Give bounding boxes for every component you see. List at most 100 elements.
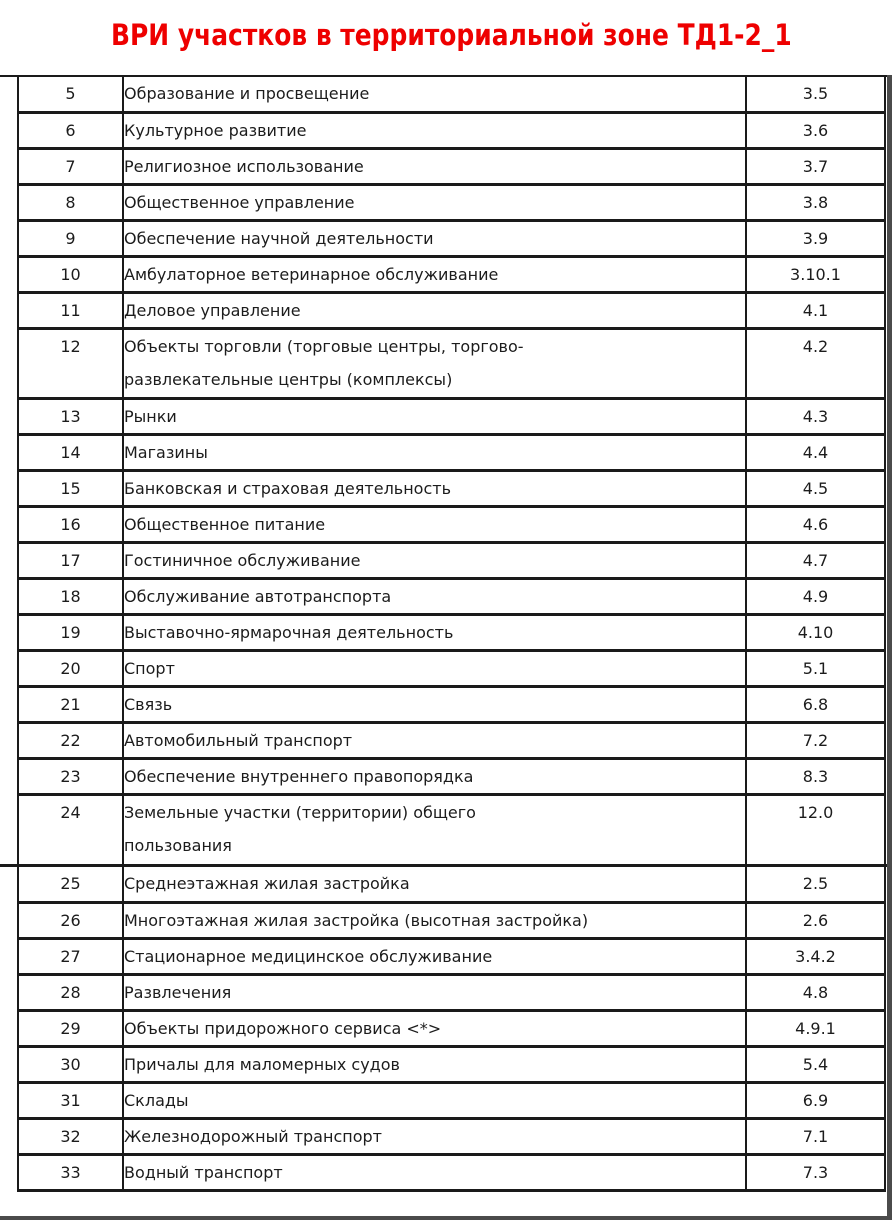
row-code-cell: 3.5 [745, 77, 886, 114]
row-name-cell: Выставочно-ярмарочная деятельность [122, 612, 747, 652]
row-name-cell: Обеспечение внутреннего правопорядка [122, 756, 747, 796]
vri-table-section-2: 25 Среднеэтажная жилая застройка 2.5 26 Мног… [17, 867, 886, 1192]
row-name-cell: Обслуживание автотранспорта [122, 576, 747, 616]
table-row: 25 Среднеэтажная жилая застройка 2.5 [17, 867, 886, 904]
table-row: 29 Объекты придорожного сервиса <*> 4.9.1 [17, 1008, 886, 1048]
row-name-cell: Склады [122, 1080, 747, 1120]
row-number-cell: 17 [17, 540, 124, 580]
table-row: 22 Автомобильный транспорт 7.2 [17, 720, 886, 760]
row-name-cell: Среднеэтажная жилая застройка [122, 867, 747, 904]
row-name-cell: Объекты торговли (торговые центры, торго… [122, 326, 747, 400]
row-code-cell: 4.2 [745, 326, 886, 400]
row-number-cell: 26 [17, 900, 124, 940]
row-number-cell: 16 [17, 504, 124, 544]
row-number-cell: 12 [17, 326, 124, 400]
row-code-cell: 2.5 [745, 867, 886, 904]
row-number-cell: 22 [17, 720, 124, 760]
table-row: 31 Склады 6.9 [17, 1080, 886, 1120]
row-number-cell: 13 [17, 396, 124, 436]
row-number-cell: 10 [17, 254, 124, 294]
row-code-cell: 3.4.2 [745, 936, 886, 976]
table-row: 7 Религиозное использование 3.7 [17, 146, 886, 186]
row-code-cell: 4.9 [745, 576, 886, 616]
row-code-cell: 3.7 [745, 146, 886, 186]
row-name-cell: Развлечения [122, 972, 747, 1012]
row-code-cell: 4.1 [745, 290, 886, 330]
table-row: 20 Спорт 5.1 [17, 648, 886, 688]
table-row: 32 Железнодорожный транспорт 7.1 [17, 1116, 886, 1156]
table-row: 26 Многоэтажная жилая застройка (высотная… [17, 900, 886, 940]
row-name-cell: Общественное управление [122, 182, 747, 222]
row-number-cell: 7 [17, 146, 124, 186]
row-name-cell: Общественное питание [122, 504, 747, 544]
row-code-cell: 3.8 [745, 182, 886, 222]
page-top-rule [0, 75, 892, 77]
row-number-cell: 21 [17, 684, 124, 724]
row-number-cell: 32 [17, 1116, 124, 1156]
page-title: ВРИ участков в территориальной зоне ТД1-… [111, 18, 792, 52]
row-name-cell: Объекты придорожного сервиса <*> [122, 1008, 747, 1048]
table-row: 23 Обеспечение внутреннего правопорядка 8.… [17, 756, 886, 796]
row-code-cell: 7.1 [745, 1116, 886, 1156]
table-row: 28 Развлечения 4.8 [17, 972, 886, 1012]
row-name-cell: Многоэтажная жилая застройка (высотная з… [122, 900, 747, 940]
row-name-cell: Культурное развитие [122, 110, 747, 150]
row-number-cell: 19 [17, 612, 124, 652]
row-code-cell: 6.8 [745, 684, 886, 724]
row-number-cell: 31 [17, 1080, 124, 1120]
row-code-cell: 4.8 [745, 972, 886, 1012]
row-name-cell: Образование и просвещение [122, 77, 747, 114]
table-row: 9 Обеспечение научной деятельности 3.9 [17, 218, 886, 258]
row-name-cell: Земельные участки (территории) общего по… [122, 792, 747, 864]
row-name-cell: Обеспечение научной деятельности [122, 218, 747, 258]
row-code-cell: 5.4 [745, 1044, 886, 1084]
scanned-table-area: 5 Образование и просвещение 3.5 6 Культурное… [0, 75, 892, 1192]
row-code-cell: 4.4 [745, 432, 886, 472]
table-row: 27 Стационарное медицинское обслуживание 3… [17, 936, 886, 976]
row-number-cell: 9 [17, 218, 124, 258]
page-right-edge [887, 75, 892, 1220]
table-row: 13 Рынки 4.3 [17, 396, 886, 436]
vri-table-section-1: 5 Образование и просвещение 3.5 6 Культурное… [17, 77, 886, 864]
row-code-cell: 3.6 [745, 110, 886, 150]
row-number-cell: 14 [17, 432, 124, 472]
table-row: 17 Гостиничное обслуживание 4.7 [17, 540, 886, 580]
row-name-cell: Гостиничное обслуживание [122, 540, 747, 580]
row-name-cell: Банковская и страховая деятельность [122, 468, 747, 508]
row-number-cell: 8 [17, 182, 124, 222]
row-number-cell: 27 [17, 936, 124, 976]
page-bottom-edge [0, 1216, 892, 1220]
row-number-cell: 28 [17, 972, 124, 1012]
row-number-cell: 5 [17, 77, 124, 114]
row-code-cell: 4.7 [745, 540, 886, 580]
row-code-cell: 4.6 [745, 504, 886, 544]
row-code-cell: 3.10.1 [745, 254, 886, 294]
row-number-cell: 20 [17, 648, 124, 688]
table-row: 14 Магазины 4.4 [17, 432, 886, 472]
table-row: 24 Земельные участки (территории) общего … [17, 792, 886, 864]
table-row: 6 Культурное развитие 3.6 [17, 110, 886, 150]
table-row: 11 Деловое управление 4.1 [17, 290, 886, 330]
row-number-cell: 33 [17, 1152, 124, 1192]
row-number-cell: 29 [17, 1008, 124, 1048]
scan-seam-rule [0, 864, 892, 867]
row-code-cell: 7.3 [745, 1152, 886, 1192]
table-row: 12 Объекты торговли (торговые центры, тор… [17, 326, 886, 400]
row-code-cell: 2.6 [745, 900, 886, 940]
row-name-cell: Магазины [122, 432, 747, 472]
row-code-cell: 12.0 [745, 792, 886, 864]
row-name-cell: Причалы для маломерных судов [122, 1044, 747, 1084]
row-number-cell: 15 [17, 468, 124, 508]
row-name-cell: Религиозное использование [122, 146, 747, 186]
table-row: 16 Общественное питание 4.6 [17, 504, 886, 544]
row-name-cell: Связь [122, 684, 747, 724]
row-name-cell: Деловое управление [122, 290, 747, 330]
row-name-cell: Спорт [122, 648, 747, 688]
table-row: 8 Общественное управление 3.8 [17, 182, 886, 222]
row-name-cell: Железнодорожный транспорт [122, 1116, 747, 1156]
row-code-cell: 3.9 [745, 218, 886, 258]
table-row: 33 Водный транспорт 7.3 [17, 1152, 886, 1192]
row-number-cell: 18 [17, 576, 124, 616]
row-number-cell: 11 [17, 290, 124, 330]
row-number-cell: 24 [17, 792, 124, 864]
